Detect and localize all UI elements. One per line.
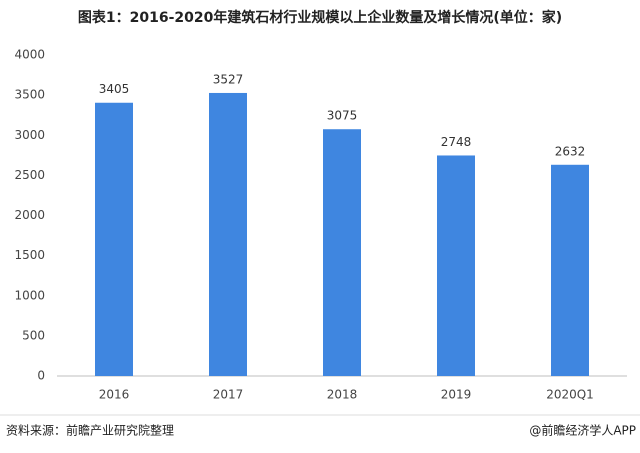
bar	[323, 129, 361, 376]
value-label: 2632	[555, 144, 586, 158]
y-tick-label: 500	[22, 328, 45, 342]
credit: @前瞻经济学人APP	[529, 423, 636, 438]
bar	[551, 164, 589, 376]
y-tick-label: 2000	[14, 208, 45, 222]
x-tick-label: 2020Q1	[546, 388, 594, 402]
bar	[437, 155, 475, 376]
chart-title: 图表1：2016-2020年建筑石材行业规模以上企业数量及增长情况(单位：家)	[78, 9, 562, 26]
value-label: 2748	[441, 135, 472, 149]
bar	[95, 102, 133, 376]
x-tick-label: 2016	[99, 388, 130, 402]
x-tick-label: 2018	[327, 388, 358, 402]
y-tick-label: 2500	[14, 168, 45, 182]
value-label: 3405	[99, 82, 130, 96]
source: 资料来源：前瞻产业研究院整理	[6, 423, 174, 438]
y-tick-label: 3500	[14, 88, 45, 102]
bar	[209, 92, 247, 376]
value-label: 3527	[213, 72, 244, 86]
y-tick-label: 3000	[14, 128, 45, 142]
y-tick-label: 0	[37, 369, 45, 383]
y-tick-label: 1500	[14, 248, 45, 262]
value-label: 3075	[327, 109, 358, 123]
y-tick-label: 4000	[14, 48, 45, 62]
y-tick-label: 1000	[14, 288, 45, 302]
x-tick-label: 2019	[441, 388, 472, 402]
x-tick-label: 2017	[213, 388, 244, 402]
